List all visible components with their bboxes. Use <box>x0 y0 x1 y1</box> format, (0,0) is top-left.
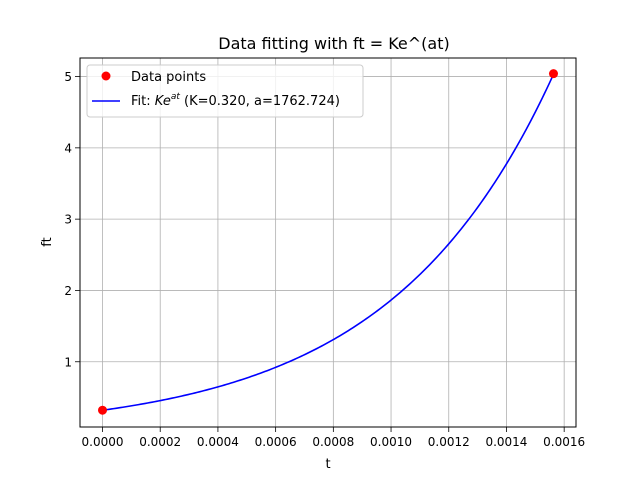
y-axis-label: ft <box>40 237 55 246</box>
legend-label-fit: Fit: Keat (K=0.320, a=1762.724) <box>131 92 340 109</box>
x-axis-label: t <box>325 457 330 472</box>
data-point <box>98 405 108 415</box>
axis-ticks: 0.0000 0.0002 0.0004 0.0006 0.0008 0.0010 0.00… <box>64 70 585 449</box>
x-tick-label: 0.0000 <box>82 435 124 449</box>
x-tick-label: 0.0010 <box>370 435 412 449</box>
x-tick-label: 0.0002 <box>139 435 181 449</box>
fit-curve <box>102 73 555 412</box>
x-tick-label: 0.0016 <box>543 435 585 449</box>
legend-marker-data-points <box>101 71 111 81</box>
plot-area <box>98 69 558 415</box>
y-tick-label: 5 <box>64 70 72 84</box>
y-tick-label: 2 <box>64 284 72 298</box>
legend-label-data-points: Data points <box>131 70 206 85</box>
legend-fit-prefix: Fit: <box>131 94 155 109</box>
legend-frame <box>86 64 364 118</box>
legend: Data points Fit: Keat (K=0.320, a=1762.7… <box>86 64 364 118</box>
legend-fit-math: Ke <box>155 94 171 109</box>
legend-fit-superscript: at <box>171 92 181 102</box>
x-tick-label: 0.0008 <box>312 435 354 449</box>
y-tick-label: 1 <box>64 355 72 369</box>
x-tick-label: 0.0012 <box>428 435 470 449</box>
x-tick-label: 0.0004 <box>197 435 239 449</box>
y-tick-label: 4 <box>64 141 72 155</box>
legend-fit-suffix: (K=0.320, a=1762.724) <box>180 94 340 109</box>
data-point <box>548 69 558 79</box>
axes-frame <box>79 57 577 428</box>
x-tick-label: 0.0006 <box>255 435 297 449</box>
chart-title: Data fitting with ft = Ke^(at) <box>218 34 449 53</box>
x-tick-label: 0.0014 <box>485 435 527 449</box>
y-tick-label: 3 <box>64 213 72 227</box>
